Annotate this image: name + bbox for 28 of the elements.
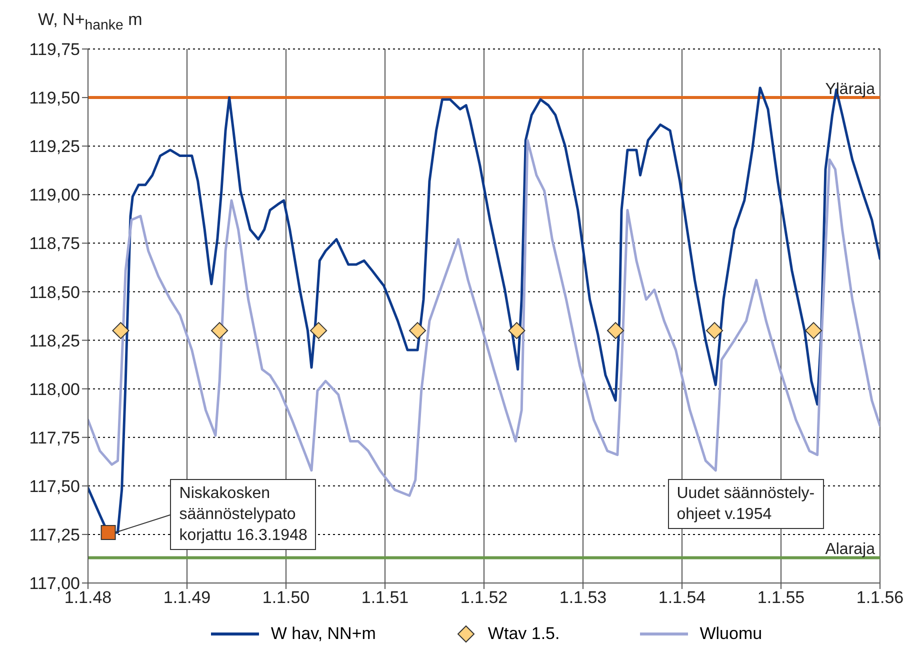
y-tick-label: 117,25 (29, 525, 80, 544)
x-tick-label: 1.1.56 (856, 588, 904, 608)
annotation: Uudet säännöstely- ohjeet v.1954 (668, 478, 824, 529)
ref-line-label: Yläraja (825, 80, 876, 98)
y-tick-label: 119,75 (29, 40, 80, 60)
x-tick-label: 1.1.48 (64, 588, 112, 608)
y-tick-label: 117,75 (29, 428, 80, 448)
y-axis-title: W, N+$_{hanke}$ m (38, 10, 142, 34)
y-tick-label: 119,50 (29, 88, 80, 108)
y-tick-label: 118,25 (29, 331, 80, 350)
y-tick-label: 119,25 (29, 137, 80, 156)
legend-label: Wluomu (700, 624, 762, 644)
x-tick-label: 1.1.49 (163, 588, 211, 608)
x-tick-label: 1.1.51 (361, 588, 409, 608)
y-tick-label: 119,00 (29, 186, 80, 205)
x-tick-label: 1.1.55 (757, 588, 805, 608)
y-tick-label: 118,75 (29, 234, 80, 254)
legend-label: W hav, NN+m (270, 624, 376, 644)
x-tick-label: 1.1.50 (262, 588, 310, 608)
x-tick-label: 1.1.54 (658, 588, 706, 608)
y-tick-label: 118,50 (29, 282, 80, 302)
annotation: Niskakosken säännöstelypato korjattu 16.3.1948 (170, 478, 316, 550)
ref-line-label: Alaraja (825, 541, 876, 558)
legend-label: Wtav 1.5. (488, 624, 560, 644)
x-tick-label: 1.1.52 (460, 588, 508, 608)
y-tick-label: 117,50 (29, 476, 80, 496)
x-tick-label: 1.1.53 (559, 588, 607, 608)
y-tick-label: 118,00 (29, 380, 80, 399)
